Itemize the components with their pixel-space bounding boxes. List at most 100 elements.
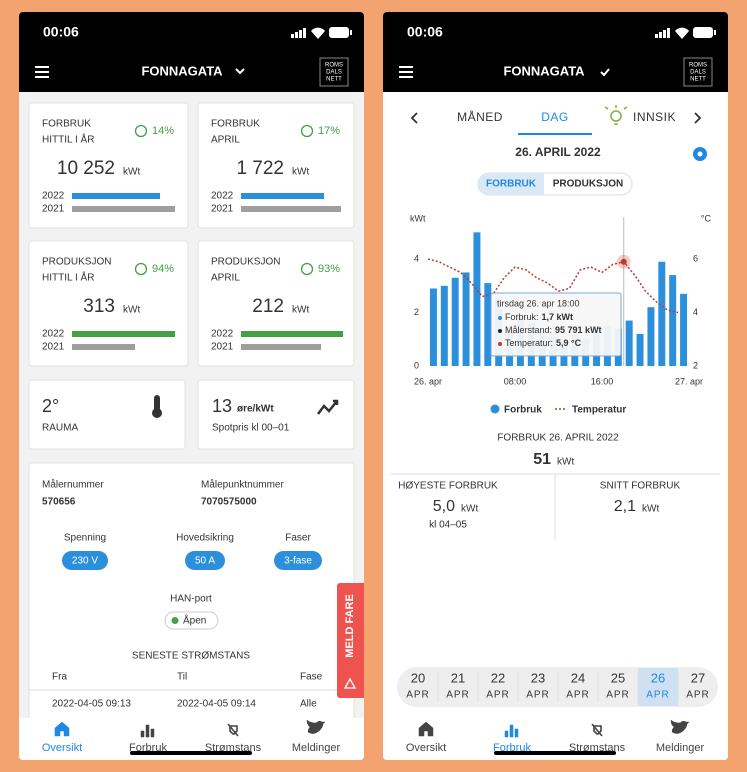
day-selected [638, 668, 678, 706]
price-unit: øre/kWt [237, 404, 274, 415]
line [427, 258, 679, 314]
chart-date: 26. APRIL 2022 [515, 145, 601, 159]
day-number[interactable]: 22 [491, 670, 505, 685]
home-indicator [494, 751, 616, 755]
day-number[interactable]: 27 [691, 670, 705, 685]
meter-number: 570656 [42, 497, 76, 508]
x-tick-label: 26. apr [414, 376, 442, 386]
bar [658, 261, 666, 366]
day-month[interactable]: APR [606, 690, 630, 701]
report-button[interactable]: MELD FARE [337, 583, 367, 698]
card-title: PRODUKSJON [211, 257, 280, 268]
day-month[interactable]: APR [686, 690, 710, 701]
card-subtitle: APRIL [211, 135, 240, 146]
nav-label[interactable]: Oversikt [406, 742, 446, 754]
menu-button[interactable] [399, 66, 413, 78]
nav-label[interactable]: Forbruk [129, 742, 167, 754]
card-title: FORBRUK [211, 119, 260, 130]
stat-unit: kWt [642, 504, 659, 515]
nav-icon[interactable] [504, 724, 519, 738]
tooltip-label: Temperatur: [505, 338, 553, 348]
summary-unit: kWt [557, 457, 574, 468]
y2-axis-title: °C [701, 213, 712, 223]
settings-icon[interactable] [693, 147, 707, 161]
next-tab[interactable] [694, 112, 702, 124]
day-month[interactable]: APR [526, 690, 550, 701]
day-month[interactable]: APR [406, 690, 430, 701]
card-unit: kWt [292, 305, 309, 316]
nav-icon[interactable] [140, 724, 155, 738]
day-month[interactable]: APR [486, 690, 510, 701]
x-tick-label: 08:00 [504, 376, 527, 386]
status-icons [291, 27, 352, 39]
nav-label[interactable]: Meldinger [656, 742, 705, 754]
logo-text: DALS [326, 70, 342, 76]
day-month[interactable]: APR [646, 690, 670, 701]
tab-active[interactable]: DAG [541, 110, 569, 124]
nav-label[interactable]: Meldinger [292, 742, 341, 754]
han-status-dot [171, 617, 179, 624]
bottom-nav: Oversikt Forbruk Strømstans Meldinger [19, 718, 364, 760]
day-month[interactable]: APR [566, 690, 590, 701]
price-card[interactable] [197, 379, 355, 450]
nav-icon[interactable] [670, 719, 690, 734]
year-label: 2021 [211, 204, 234, 215]
y2-tick-label: 4 [693, 307, 698, 317]
spec-value: 3-fase [284, 556, 312, 567]
toggle-option[interactable]: PRODUKSJON [553, 179, 624, 190]
year-label: 2021 [211, 342, 234, 353]
outage-table: Fra Til Fase 2022-04-05 09:13 2022-04-05 09:… [52, 672, 323, 710]
nav-icon[interactable] [227, 723, 239, 737]
stat-unit: kWt [461, 504, 478, 515]
bottom-nav: Oversikt Forbruk Strømstans Meldinger [383, 718, 728, 760]
day-number[interactable]: 25 [611, 670, 625, 685]
day-number[interactable]: 23 [531, 670, 545, 685]
nav-icon[interactable] [418, 721, 434, 737]
location-title[interactable]: FONNAGATA [503, 63, 585, 78]
tab[interactable]: INNSIK [633, 110, 676, 124]
weather-place: RAUMA [42, 423, 78, 434]
nav-icon[interactable] [591, 723, 603, 737]
toggle-option-active[interactable]: FORBRUK [486, 179, 537, 190]
consumption-screen: 00:06 FONNAGATA ROMS DALS NETT MÅNED DAG… [383, 12, 728, 760]
tooltip-title: tirsdag 26. apr 18:00 [497, 298, 580, 308]
tooltip-box [490, 292, 622, 357]
card-title: PRODUKSJON [42, 257, 111, 268]
year-label: 2021 [42, 204, 65, 215]
location-chevron[interactable] [235, 68, 245, 75]
home-indicator [130, 751, 252, 755]
nav-label[interactable]: Forbruk [493, 742, 531, 754]
prev-tab[interactable] [410, 112, 418, 124]
day-number[interactable]: 20 [411, 670, 425, 685]
nav-icon[interactable] [54, 721, 70, 737]
nav-label[interactable]: Strømstans [569, 742, 626, 754]
meter-specs: Spenning 230 V Hovedsikring 50 A Faser 3-fase [62, 533, 322, 570]
year-bar [72, 344, 135, 350]
nav-label[interactable]: Oversikt [42, 742, 82, 754]
x-tick-label: 27. apr [675, 376, 703, 386]
tab[interactable]: MÅNED [457, 109, 503, 124]
nav-label[interactable]: Strømstans [205, 742, 262, 754]
day-month[interactable]: APR [446, 690, 470, 701]
status-time: 00:06 [407, 24, 443, 40]
location-check[interactable] [600, 68, 610, 77]
card-subtitle: APRIL [211, 273, 240, 284]
menu-button[interactable] [35, 66, 49, 78]
year-bar [72, 331, 175, 337]
weather-card[interactable] [28, 379, 186, 450]
day-number[interactable]: 21 [451, 670, 465, 685]
y-tick-label: 0 [414, 360, 419, 370]
bar [625, 320, 633, 366]
card-value: 1 722 [236, 158, 284, 179]
summary-cards: FORBRUK HITTIL I ÅR 14% 10 252 kWt 2022 2021 FO… [28, 102, 355, 367]
day-number[interactable]: 24 [571, 670, 585, 685]
column-header: Fase [300, 672, 323, 683]
day-picker: 20 APR 21 APR 22 APR 23 APR 24 APR 25 APR 26 APR 27 APR [406, 668, 710, 706]
year-label: 2022 [42, 191, 65, 202]
meter-point: 7070575000 [201, 497, 257, 508]
location-title[interactable]: FONNAGATA [141, 63, 223, 78]
card-change: 14% [152, 125, 174, 137]
day-number[interactable]: 26 [651, 670, 665, 685]
spec-label: Faser [285, 533, 311, 544]
nav-icon[interactable] [306, 719, 326, 734]
